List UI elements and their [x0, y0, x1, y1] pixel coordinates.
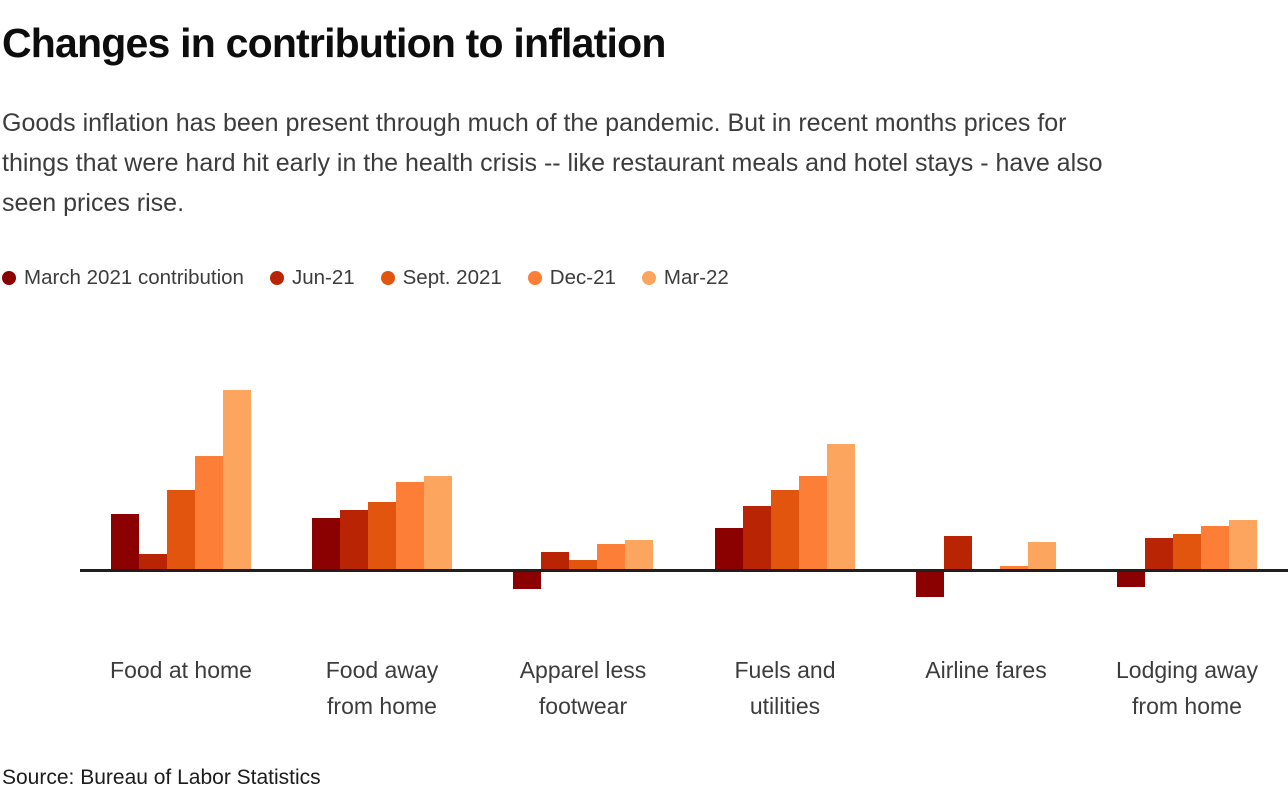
- chart-legend: March 2021 contribution Jun-21 Sept. 2021 D…: [2, 266, 729, 290]
- bar: [771, 490, 799, 570]
- bar: [111, 514, 139, 570]
- legend-item: Sept. 2021: [380, 266, 502, 290]
- bar: [799, 476, 827, 570]
- legend-item: March 2021 contribution: [2, 266, 244, 290]
- bar: [139, 554, 167, 570]
- source-note: Source: Bureau of Labor Statistics: [2, 766, 321, 789]
- bar: [569, 560, 597, 570]
- zero-axis-line: [80, 569, 1288, 572]
- subtitle-line: things that were hard hit early in the h…: [2, 149, 1103, 177]
- bar: [195, 456, 223, 570]
- bar: [1000, 566, 1028, 570]
- bar: [1201, 526, 1229, 570]
- category-label: Food away from home: [325, 657, 439, 719]
- bar: [541, 552, 569, 570]
- subtitle-line: seen prices rise.: [2, 189, 185, 217]
- bar: [1229, 520, 1257, 570]
- legend-dot-icon: [269, 271, 284, 285]
- legend-label: March 2021 contribution: [24, 266, 244, 289]
- legend-dot-icon: [380, 271, 395, 285]
- bar: [167, 490, 195, 570]
- subtitle-line: Goods inflation has been present through…: [2, 109, 1067, 137]
- category-label: Lodging away from home: [1116, 657, 1258, 719]
- bar: [513, 571, 541, 589]
- legend-item: Mar-22: [641, 266, 729, 290]
- legend-dot-icon: [527, 271, 542, 285]
- legend-dot-icon: [2, 271, 16, 285]
- bar: [944, 536, 972, 570]
- category-label: Fuels and utilities: [734, 657, 836, 719]
- bar: [916, 571, 944, 597]
- page-title: Changes in contribution to inflation: [2, 20, 666, 66]
- bar: [597, 544, 625, 570]
- legend-label: Mar-22: [663, 266, 729, 289]
- bar-chart: Food at home Food away from home Apparel le…: [0, 340, 1288, 730]
- legend-label: Sept. 2021: [402, 266, 502, 289]
- bar: [1028, 542, 1056, 570]
- legend-label: Jun-21: [291, 266, 355, 289]
- bar: [223, 390, 251, 570]
- bar: [1117, 571, 1145, 587]
- category-label: Airline fares: [925, 657, 1047, 683]
- bar: [396, 482, 424, 570]
- legend-label: Dec-21: [549, 266, 616, 289]
- bar: [625, 540, 653, 570]
- chart-subtitle: Goods inflation has been present through…: [2, 103, 1282, 223]
- bar: [715, 528, 743, 570]
- bar: [743, 506, 771, 570]
- bar: [312, 518, 340, 570]
- legend-dot-icon: [641, 271, 656, 285]
- bar: [368, 502, 396, 570]
- bar: [1145, 538, 1173, 570]
- legend-item: Dec-21: [527, 266, 616, 290]
- category-label: Apparel less footwear: [519, 657, 647, 719]
- bar: [340, 510, 368, 570]
- category-label: Food at home: [110, 657, 252, 683]
- bar: [424, 476, 452, 570]
- bar: [827, 444, 855, 570]
- legend-item: Jun-21: [269, 266, 355, 290]
- bar: [1173, 534, 1201, 570]
